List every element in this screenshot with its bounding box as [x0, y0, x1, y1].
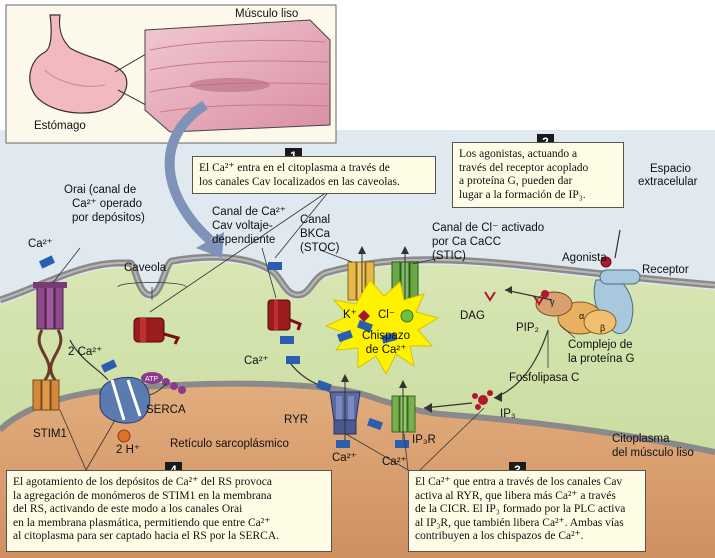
callout-1: El Ca²⁺ entra en el citoplasma a través …	[192, 156, 436, 194]
label-g-protein-1: Complejo de	[568, 339, 633, 351]
callout-3-line-5: contribuyen a los chispazos de Ca²⁺.	[415, 530, 584, 543]
label-ip3r: IP₃R	[412, 434, 436, 446]
label-ca-ryr: Ca²⁺	[332, 452, 357, 464]
stomach-illustration	[29, 14, 128, 114]
label-spark-1: Chispazo	[362, 330, 410, 342]
smooth-muscle-block	[144, 19, 331, 133]
label-cytoplasm-2: del músculo liso	[612, 447, 694, 459]
label-two-ca: 2 Ca²⁺	[68, 346, 103, 358]
label-receptor: Receptor	[642, 264, 689, 276]
k-ion	[358, 310, 370, 322]
calcium-ions	[38, 255, 409, 448]
label-cl-ion: Cl⁻	[378, 309, 395, 321]
orai-channel	[33, 282, 67, 330]
label-cytoplasm-1: Citoplasma	[612, 433, 670, 445]
callout-2-line-4: lugar a la formación de IP₃.	[459, 188, 586, 201]
label-cav-2: Cav voltaje-	[212, 220, 273, 232]
label-cav-3: dependiente	[212, 234, 276, 246]
label-orai-1: Orai (canal de	[64, 184, 137, 196]
callout-2-line-1: Los agonistas, actuando a	[459, 148, 578, 160]
callout-1-line-1: El Ca²⁺ entra en el citoplasma a través …	[199, 162, 390, 174]
label-bk-1: Canal	[300, 214, 331, 226]
label-cacc-1: Canal de Cl⁻ activado	[432, 222, 545, 234]
cl-ion	[400, 309, 414, 323]
label-smooth-muscle: Músculo liso	[235, 8, 299, 20]
label-atp: ATP	[145, 376, 159, 383]
label-alpha: α	[579, 311, 585, 321]
h-ion	[117, 429, 131, 443]
callout-4: El agotamiento de los depósitos de Ca²⁺ …	[6, 470, 332, 552]
label-ca-cav: Ca²⁺	[244, 355, 269, 367]
stim1-proteins	[32, 329, 63, 411]
label-gamma: γ	[550, 297, 555, 307]
label-extracellular-2: extracelular	[638, 176, 698, 188]
label-orai-2: Ca²⁺ operado	[72, 198, 142, 210]
label-stim1: STIM1	[33, 428, 67, 440]
pip2-dag	[484, 290, 549, 306]
label-orai-3: por depósitos)	[72, 212, 145, 224]
callout-4-line-5: al citoplasma para ser captado hacia el …	[13, 530, 280, 543]
label-g-protein-2: la proteína G	[568, 353, 635, 365]
agonist-molecule	[600, 256, 612, 268]
label-bk-2: BKCa	[300, 228, 331, 240]
ip3-molecule	[472, 390, 493, 410]
label-stomach: Estómago	[34, 120, 86, 132]
leader-caveola	[117, 282, 187, 288]
label-cacc-2: por Ca CaCC	[432, 236, 502, 248]
ip3r-channel	[391, 380, 416, 440]
label-two-h: 2 H⁺	[116, 444, 140, 456]
callout-4-line-3: del RS, activando de este modo a los can…	[13, 503, 243, 516]
callout-2: Los agonistas, actuando a través del rec…	[452, 142, 624, 208]
receptor-complex	[535, 256, 641, 335]
label-extracellular-1: Espacio	[650, 163, 691, 175]
callout-4-line-2: la agregación de monómeros de STIM1 en l…	[13, 489, 272, 502]
callout-4-line-1: El agotamiento de los depósitos de Ca²⁺ …	[13, 476, 272, 488]
serca-pump	[99, 376, 151, 424]
zoom-arrow	[164, 100, 214, 244]
label-k-ion: K⁺	[343, 309, 357, 321]
leader-orai	[51, 247, 81, 285]
label-ca-ip3r: Ca²⁺	[382, 456, 407, 468]
callout-4-line-4: en la membrana plasmática, permitiendo q…	[13, 516, 271, 529]
label-ca-orai: Ca²⁺	[28, 238, 53, 250]
label-dag: DAG	[460, 310, 485, 322]
arrow-ca-serca	[69, 339, 109, 381]
label-serca: SERCA	[146, 404, 186, 416]
callout-3-line-4: al IP₃R, que también libera Ca²⁺. Ambas …	[415, 516, 624, 529]
label-ip3: IP₃	[500, 408, 516, 420]
callout-3-line-1: El Ca²⁺ que entra a través de los canale…	[415, 476, 623, 488]
callout-3-line-3: de la CICR. El IP₃ formado por la PLC ac…	[415, 503, 626, 516]
label-spark-2: de Ca²⁺	[365, 344, 407, 356]
callout-1-line-2: los canales Cav localizados en las caveo…	[199, 175, 400, 188]
callout-2-line-3: a proteína G, pueden dar	[459, 175, 573, 188]
callout-3-line-2: activa al RYR, que libera más Ca²⁺ a tra…	[415, 489, 616, 502]
callout-2-line-2: través del receptor acoplado	[459, 161, 589, 174]
label-sr: Retículo sarcoplásmico	[170, 438, 289, 450]
label-cacc-3: (STIC)	[432, 250, 466, 262]
ryr-channel	[329, 374, 361, 440]
callout-3: El Ca²⁺ que entra a través de los canale…	[408, 470, 646, 552]
sr-membrane	[0, 380, 715, 455]
label-plc: Fosfolipasa C	[509, 372, 580, 384]
cav-channel-caveola	[133, 317, 181, 345]
arrow-agonist	[614, 229, 621, 259]
plasma-membrane-core	[0, 256, 715, 301]
label-cav-1: Canal de Ca²⁺	[212, 206, 286, 218]
calcium-spark	[324, 279, 440, 376]
label-agonist: Agonista	[562, 252, 607, 264]
atp-molecule	[141, 372, 163, 384]
label-bk-3: (STOC)	[300, 242, 340, 254]
label-pip2: PIP₂	[516, 322, 539, 334]
cav-channel	[267, 299, 302, 331]
label-beta: β	[600, 323, 606, 333]
label-caveola: Caveola	[124, 262, 167, 274]
arrow-pip2-dag	[504, 289, 553, 301]
label-ryr: RYR	[284, 414, 309, 426]
